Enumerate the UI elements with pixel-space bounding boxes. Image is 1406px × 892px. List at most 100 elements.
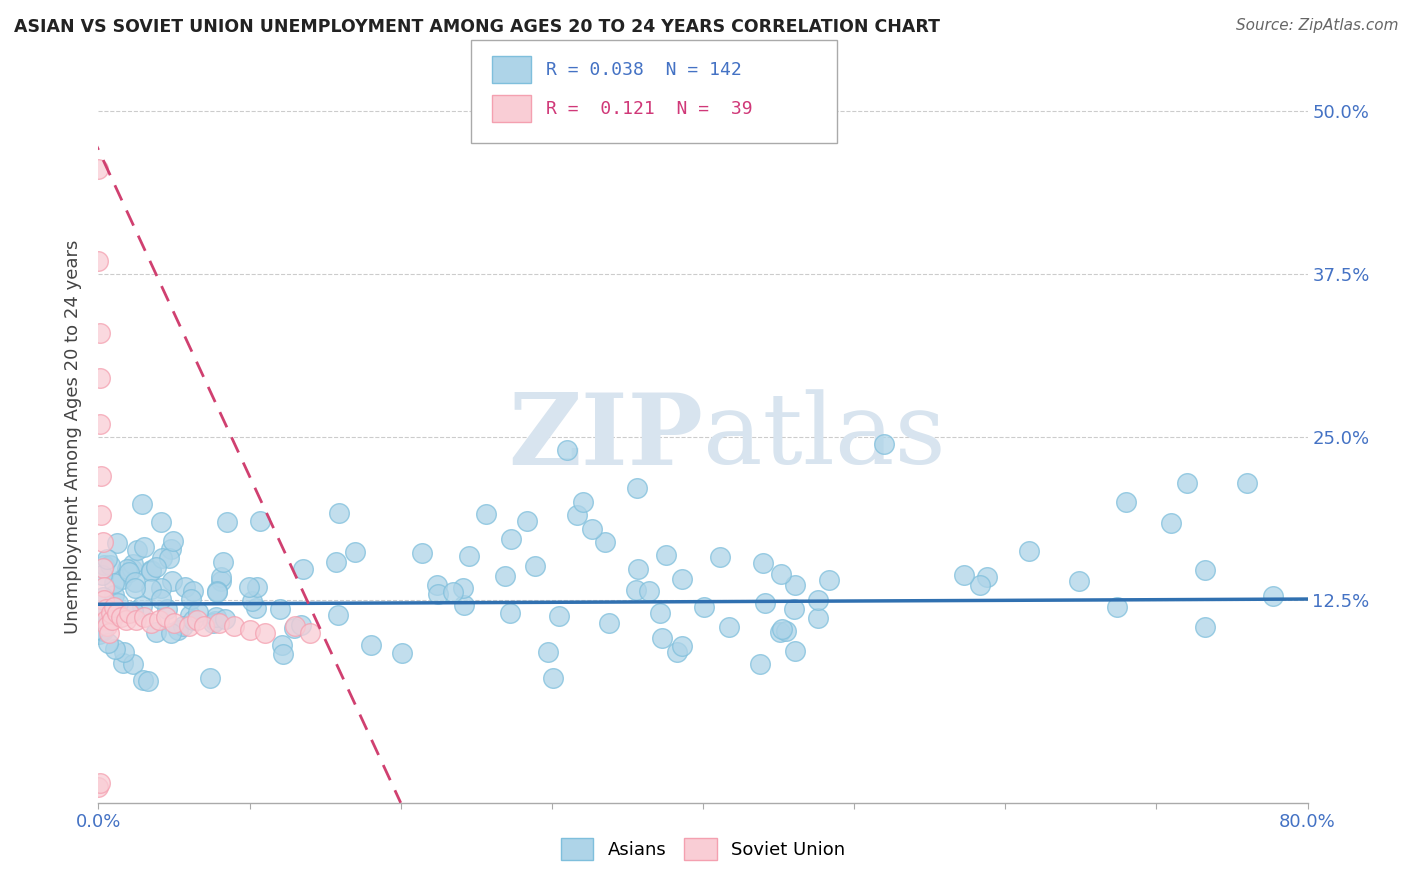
Point [89,417,111,431]
Point [193,619,215,633]
Point [150,550,173,565]
Point [717,620,740,634]
Point [1018,544,1040,558]
Text: ZIP: ZIP [508,389,703,485]
Point [360,638,382,652]
Point [179,607,201,622]
Legend: Asians, Soviet Union: Asians, Soviet Union [554,830,852,867]
Point [1175,475,1198,490]
Point [426,578,449,592]
Point [91,568,114,582]
Point [104,642,127,657]
Point [100,607,122,621]
Point [782,602,804,616]
Point [124,575,146,590]
Point [149,581,172,595]
Point [90,623,112,637]
Point [89,326,111,340]
Point [160,626,183,640]
Point [148,613,170,627]
Point [427,586,450,600]
Point [122,604,145,618]
Point [453,598,475,612]
Point [159,541,181,556]
Point [145,560,167,574]
Point [181,613,204,627]
Point [94,602,117,616]
Point [93,580,115,594]
Text: R =  0.121  N =  39: R = 0.121 N = 39 [546,100,752,118]
Point [208,615,231,630]
Point [783,644,806,658]
Point [343,545,366,559]
Point [593,534,616,549]
Point [626,481,648,495]
Point [98,626,121,640]
Point [555,443,578,458]
Point [209,570,232,584]
Point [215,515,238,529]
Point [224,619,246,633]
Point [709,549,731,564]
Point [770,622,793,636]
Point [125,613,148,627]
Point [650,606,672,620]
Point [112,645,135,659]
Point [572,495,595,509]
Point [271,647,294,661]
Point [149,515,172,529]
Point [290,618,312,632]
Point [214,612,236,626]
Point [187,605,209,619]
Point [132,540,155,554]
Point [655,548,678,562]
Point [96,552,118,566]
Point [160,574,183,588]
Point [1115,495,1137,509]
Point [155,610,177,624]
Point [89,627,111,641]
Point [121,657,143,672]
Point [651,631,673,645]
Text: atlas: atlas [703,389,946,485]
Point [391,646,413,660]
Point [101,613,124,627]
Point [1236,475,1258,490]
Point [441,584,464,599]
Point [89,776,111,790]
Point [94,613,117,627]
Point [157,550,180,565]
Point [105,607,128,621]
Point [752,556,775,570]
Point [103,576,125,591]
Point [167,623,190,637]
Point [283,621,305,635]
Point [754,596,776,610]
Point [451,581,474,595]
Point [328,608,350,623]
Point [666,644,689,658]
Point [179,619,201,633]
Point [325,555,347,569]
Point [87,780,110,794]
Point [671,639,693,653]
Point [122,558,145,572]
Point [769,624,792,639]
Point [139,563,162,577]
Point [565,508,588,523]
Point [186,613,208,627]
Point [115,562,138,576]
Point [671,572,693,586]
Point [474,507,496,521]
Point [873,436,896,450]
Point [1160,516,1182,531]
Point [163,615,186,630]
Point [770,566,793,581]
Point [211,555,233,569]
Point [249,514,271,528]
Point [103,588,125,602]
Point [93,558,115,573]
Point [328,506,350,520]
Point [775,624,797,638]
Point [238,580,260,594]
